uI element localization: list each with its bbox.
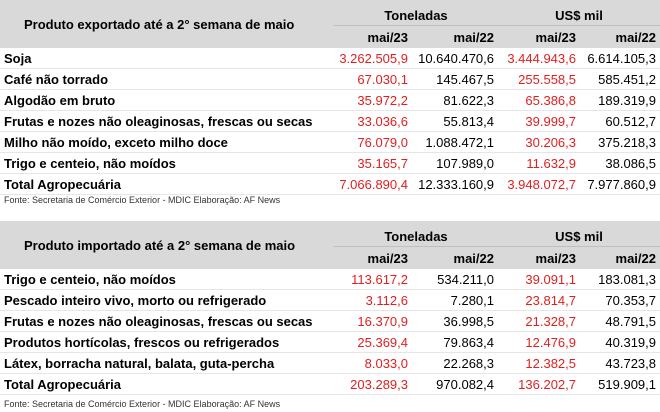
usd-mai23-cell: 3.948.072,7 xyxy=(498,173,580,195)
export-table-title: Produto exportado até a 2° semana de mai… xyxy=(0,0,334,48)
usd-mai22-cell: 48.791,5 xyxy=(580,310,660,332)
toneladas-mai23-cell: 8.033,0 xyxy=(334,352,412,374)
toneladas-mai23-cell: 25.369,4 xyxy=(334,331,412,353)
row-label: Trigo e centeio, não moídos xyxy=(0,152,334,174)
usd-mai23-cell: 65.386,8 xyxy=(498,89,580,111)
export-col-header: mai/22 xyxy=(412,25,498,48)
row-label: Milho não moído, exceto milho doce xyxy=(0,131,334,153)
export-total-row: Total Agropecuária 7.066.890,4 12.333.160,… xyxy=(0,173,660,195)
toneladas-mai23-cell: 35.972,2 xyxy=(334,89,412,111)
usd-mai22-cell: 40.319,9 xyxy=(580,331,660,353)
export-table-row: Milho não moído, exceto milho doce 76.079… xyxy=(0,131,660,153)
toneladas-mai22-cell: 36.998,5 xyxy=(412,310,498,332)
toneladas-mai22-cell: 107.989,0 xyxy=(412,152,498,174)
row-label: Frutas e nozes não oleaginosas, frescas … xyxy=(0,310,334,332)
export-table-row: Algodão em bruto 35.972,2 81.622,3 65.386,8… xyxy=(0,89,660,111)
export-group-usd: US$ mil xyxy=(498,0,660,26)
usd-mai22-cell: 38.086,5 xyxy=(580,152,660,174)
import-col-header: mai/23 xyxy=(334,246,412,269)
usd-mai23-cell: 21.328,7 xyxy=(498,310,580,332)
usd-mai22-cell: 183.081,3 xyxy=(580,269,660,290)
import-col-header: mai/22 xyxy=(412,246,498,269)
import-col-header: mai/22 xyxy=(580,246,660,269)
row-label: Trigo e centeio, não moídos xyxy=(0,269,334,290)
usd-mai22-cell: 6.614.105,3 xyxy=(580,48,660,69)
export-table-row: Trigo e centeio, não moídos 35.165,7 107.9… xyxy=(0,152,660,174)
toneladas-mai22-cell: 55.813,4 xyxy=(412,110,498,132)
import-table-row: Trigo e centeio, não moídos 113.617,2 534.… xyxy=(0,269,660,290)
toneladas-mai22-cell: 79.863,4 xyxy=(412,331,498,353)
row-label: Total Agropecuária xyxy=(0,173,334,195)
toneladas-mai22-cell: 534.211,0 xyxy=(412,269,498,290)
toneladas-mai23-cell: 33.036,6 xyxy=(334,110,412,132)
toneladas-mai23-cell: 76.079,0 xyxy=(334,131,412,153)
usd-mai22-cell: 375.218,3 xyxy=(580,131,660,153)
export-table-row: Frutas e nozes não oleaginosas, frescas … xyxy=(0,110,660,132)
usd-mai22-cell: 7.977.860,9 xyxy=(580,173,660,195)
import-table-row: Produtos hortícolas, frescos ou refriger… xyxy=(0,331,660,353)
import-total-row: Total Agropecuária 203.289,3 970.082,4 136.… xyxy=(0,373,660,395)
toneladas-mai22-cell: 145.467,5 xyxy=(412,68,498,90)
usd-mai22-cell: 519.909,1 xyxy=(580,373,660,395)
import-table-row: Frutas e nozes não oleaginosas, frescas … xyxy=(0,310,660,332)
toneladas-mai22-cell: 12.333.160,9 xyxy=(412,173,498,195)
usd-mai23-cell: 255.558,5 xyxy=(498,68,580,90)
usd-mai23-cell: 39.091,1 xyxy=(498,269,580,290)
toneladas-mai23-cell: 203.289,3 xyxy=(334,373,412,395)
usd-mai23-cell: 39.999,7 xyxy=(498,110,580,132)
export-group-toneladas: Toneladas xyxy=(334,0,498,26)
toneladas-mai23-cell: 7.066.890,4 xyxy=(334,173,412,195)
toneladas-mai23-cell: 3.112,6 xyxy=(334,289,412,311)
export-col-header: mai/23 xyxy=(334,25,412,48)
usd-mai22-cell: 70.353,7 xyxy=(580,289,660,311)
usd-mai23-cell: 136.202,7 xyxy=(498,373,580,395)
export-table-row: Soja 3.262.505,9 10.640.470,6 3.444.943,6 6.… xyxy=(0,48,660,69)
import-section: Produto importado até a 2° semana de mai… xyxy=(0,221,660,395)
export-table-row: Café não torrado 67.030,1 145.467,5 255.558… xyxy=(0,68,660,90)
row-label: Total Agropecuária xyxy=(0,373,334,395)
toneladas-mai22-cell: 22.268,3 xyxy=(412,352,498,374)
import-group-usd: US$ mil xyxy=(498,221,660,247)
usd-mai22-cell: 585.451,2 xyxy=(580,68,660,90)
toneladas-mai23-cell: 35.165,7 xyxy=(334,152,412,174)
usd-mai22-cell: 60.512,7 xyxy=(580,110,660,132)
toneladas-mai22-cell: 81.622,3 xyxy=(412,89,498,111)
row-label: Produtos hortícolas, frescos ou refriger… xyxy=(0,331,334,353)
usd-mai23-cell: 11.632,9 xyxy=(498,152,580,174)
export-section: Produto exportado até a 2° semana de mai… xyxy=(0,0,660,195)
row-label: Pescado inteiro vivo, morto ou refrigera… xyxy=(0,289,334,311)
row-label: Algodão em bruto xyxy=(0,89,334,111)
usd-mai22-cell: 189.319,9 xyxy=(580,89,660,111)
row-label: Soja xyxy=(0,48,334,69)
usd-mai23-cell: 12.382,5 xyxy=(498,352,580,374)
import-table-row: Látex, borracha natural, balata, guta-pe… xyxy=(0,352,660,374)
export-table: Produto exportado até a 2° semana de mai… xyxy=(0,0,660,195)
toneladas-mai23-cell: 113.617,2 xyxy=(334,269,412,290)
import-source-note: Fonte: Secretaria de Comércio Exterior -… xyxy=(4,399,281,409)
toneladas-mai23-cell: 3.262.505,9 xyxy=(334,48,412,69)
usd-mai22-cell: 43.723,8 xyxy=(580,352,660,374)
import-group-toneladas: Toneladas xyxy=(334,221,498,247)
row-label: Látex, borracha natural, balata, guta-pe… xyxy=(0,352,334,374)
toneladas-mai22-cell: 7.280,1 xyxy=(412,289,498,311)
row-label: Café não torrado xyxy=(0,68,334,90)
import-table-title: Produto importado até a 2° semana de mai… xyxy=(0,221,334,269)
toneladas-mai23-cell: 67.030,1 xyxy=(334,68,412,90)
row-label: Frutas e nozes não oleaginosas, frescas … xyxy=(0,110,334,132)
usd-mai23-cell: 3.444.943,6 xyxy=(498,48,580,69)
toneladas-mai23-cell: 16.370,9 xyxy=(334,310,412,332)
import-table: Produto importado até a 2° semana de mai… xyxy=(0,221,660,395)
export-col-header: mai/23 xyxy=(498,25,580,48)
import-col-header: mai/23 xyxy=(498,246,580,269)
usd-mai23-cell: 12.476,9 xyxy=(498,331,580,353)
import-table-row: Pescado inteiro vivo, morto ou refrigera… xyxy=(0,289,660,311)
usd-mai23-cell: 30.206,3 xyxy=(498,131,580,153)
usd-mai23-cell: 23.814,7 xyxy=(498,289,580,311)
export-col-header: mai/22 xyxy=(580,25,660,48)
export-source-note: Fonte: Secretaria de Comércio Exterior -… xyxy=(4,195,281,205)
toneladas-mai22-cell: 10.640.470,6 xyxy=(412,48,498,69)
toneladas-mai22-cell: 970.082,4 xyxy=(412,373,498,395)
toneladas-mai22-cell: 1.088.472,1 xyxy=(412,131,498,153)
